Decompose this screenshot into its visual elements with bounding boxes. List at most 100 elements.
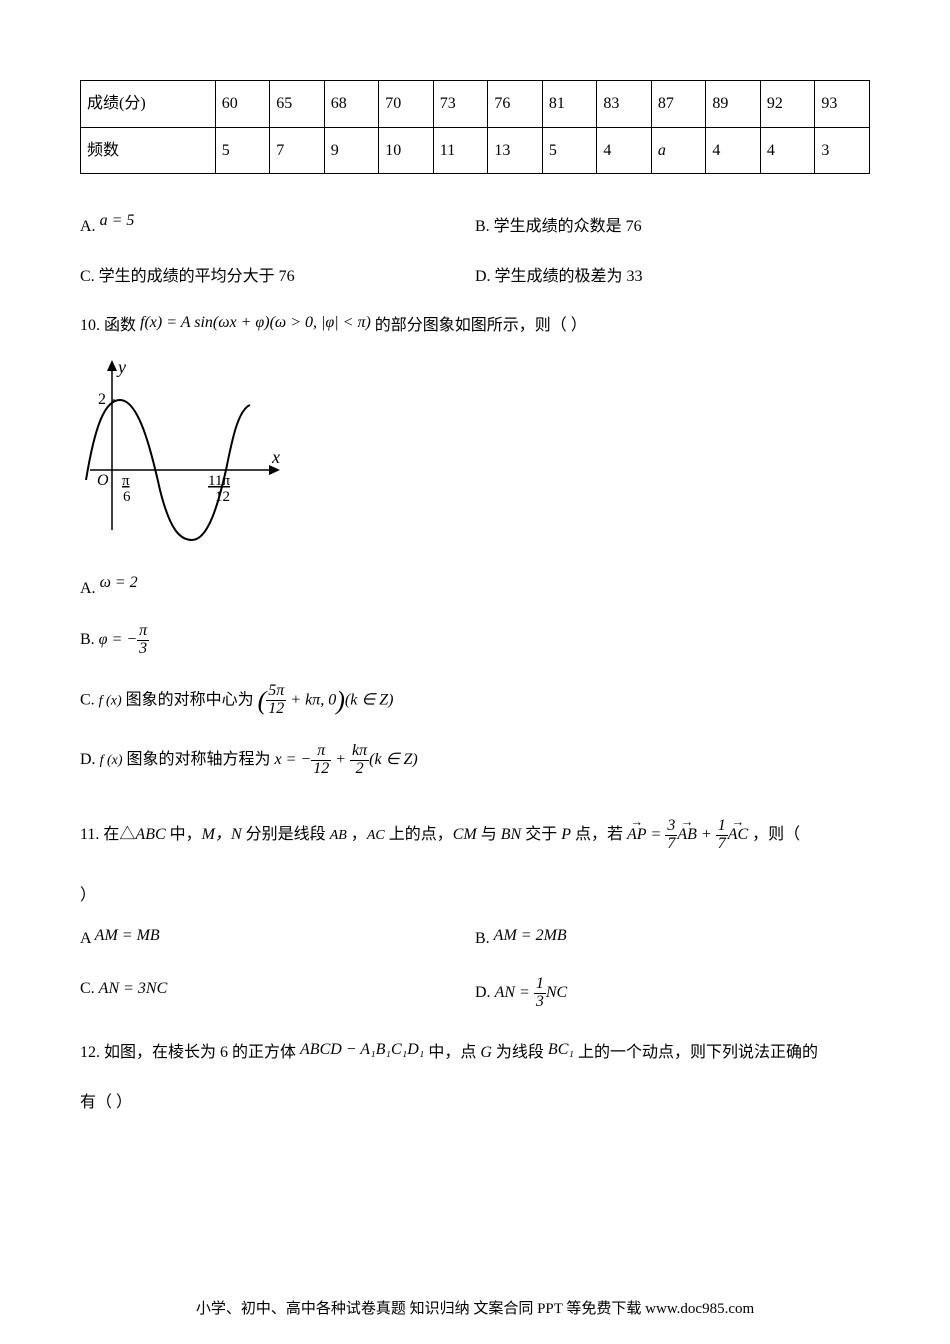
q12-m2: 为线段 (492, 1044, 548, 1061)
q12-tail: 上的一个动点，则下列说法正确的 (574, 1044, 818, 1061)
paren-left: ( (258, 686, 267, 715)
q11-mn: M，N (202, 826, 242, 843)
option-c: C. 学生的成绩的平均分大于 76 (80, 264, 475, 290)
q11-tail: ，则（ (752, 826, 800, 843)
cell: a (651, 127, 706, 174)
q11-m3: 上的点， (385, 826, 453, 843)
q11-cm: CM (453, 826, 477, 843)
frac-num: 3 (665, 818, 677, 836)
opt-frac: 5π12 (266, 683, 286, 718)
q10-suffix: 的部分图象如图所示，则（ ） (375, 317, 587, 334)
x-label: x (271, 447, 280, 467)
q11-comma: ， (347, 826, 367, 843)
opt-plus: + (331, 751, 350, 768)
col-header: 60 (215, 81, 270, 128)
q11-bn: BN (501, 826, 521, 843)
q11-frac2: 17 (716, 818, 728, 853)
score-table: 成绩(分) 60 65 68 70 73 76 81 83 87 89 92 9… (80, 80, 870, 174)
frac-num: 1 (716, 818, 728, 836)
opt-prefix: C. (80, 691, 99, 708)
opt-math: a = 5 (100, 212, 135, 229)
cell: 11 (433, 127, 488, 174)
cell: 5 (542, 127, 597, 174)
xtick2-den: 12 (215, 489, 230, 505)
q11-opt-c: C. AN = 3NC (80, 976, 475, 1011)
frac-den: 12 (311, 761, 331, 778)
opt-prefix: C. (80, 980, 99, 997)
col-header: 76 (488, 81, 543, 128)
opt-lhs: x = − (275, 751, 312, 768)
q10-math: f(x) = A sin(ωx + φ)(ω > 0, |φ| < π) (140, 314, 371, 331)
q10-prefix: 10. 函数 (80, 317, 136, 334)
q11-ap: AP (627, 822, 647, 848)
frac-den: 7 (716, 836, 728, 853)
opt-prefix: B. (80, 631, 99, 648)
cell: 4 (760, 127, 815, 174)
opt-prefix: A (80, 930, 95, 947)
page-footer: 小学、初中、高中各种试卷真题 知识归纳 文案合同 PPT 等免费下载 www.d… (0, 1297, 950, 1318)
opt-prefix: B. (475, 930, 494, 947)
opt-prefix: A. (80, 580, 100, 597)
opt-fx: f (x) (99, 693, 122, 708)
opt-tail: (k ∈ Z) (369, 751, 418, 768)
col-header: 65 (270, 81, 325, 128)
frac-num: π (311, 743, 331, 761)
q11-opt-d: D. AN = 13NC (475, 976, 870, 1011)
opt-rest: + kπ, 0 (286, 691, 336, 708)
frac-den: 3 (137, 641, 149, 658)
q10-text: 10. 函数 f(x) = A sin(ωx + φ)(ω > 0, |φ| <… (80, 313, 870, 339)
col-header: 73 (433, 81, 488, 128)
frac-den: 2 (350, 761, 369, 778)
table-question-options-row2: C. 学生的成绩的平均分大于 76 D. 学生成绩的极差为 33 (80, 264, 870, 290)
opt-rhs: NC (546, 984, 567, 1001)
q12-g: G (480, 1044, 492, 1061)
col-header: 87 (651, 81, 706, 128)
q12-bc1: BC₁ (548, 1041, 574, 1058)
opt-math: AM = MB (95, 927, 160, 944)
col-header: 成绩(分) (81, 81, 216, 128)
q10-opt-a: A. ω = 2 (80, 576, 870, 602)
y-arrow (107, 360, 117, 371)
col-header: 68 (324, 81, 379, 128)
q11-frac1: 37 (665, 818, 677, 853)
xtick2-num: 11π (208, 473, 230, 489)
origin-label: O (97, 472, 109, 489)
q11-ab: AB (330, 828, 347, 843)
frac-num: kπ (350, 743, 369, 761)
q11-m2: 分别是线段 (242, 826, 330, 843)
col-header: 92 (760, 81, 815, 128)
q10-opt-c: C. f (x) 图象的对称中心为 (5π12 + kπ, 0)(k ∈ Z) (80, 680, 870, 722)
q11-options-row1: A AM = MB B. AM = 2MB (80, 926, 870, 952)
col-header: 89 (706, 81, 761, 128)
table-header-row: 成绩(分) 60 65 68 70 73 76 81 83 87 89 92 9… (81, 81, 870, 128)
opt-tail: (k ∈ Z) (345, 691, 394, 708)
opt-frac: π3 (137, 623, 149, 658)
opt-lhs: AN = (495, 984, 534, 1001)
frac-den: 12 (266, 701, 286, 718)
q12-cube: ABCD − A₁B₁C₁D₁ (300, 1041, 424, 1058)
q11-close: ） (80, 883, 870, 909)
cell: 7 (270, 127, 325, 174)
q12-m1: 中，点 (424, 1044, 480, 1061)
option-a: A. a = 5 (80, 214, 475, 240)
opt-math: AM = 2MB (494, 927, 567, 944)
q11-eq: = (647, 826, 666, 843)
q11-m6: 点，若 (571, 826, 627, 843)
q10-opt-b: B. φ = −π3 (80, 623, 870, 658)
q11-m4: 与 (477, 826, 501, 843)
q11-options-row2: C. AN = 3NC D. AN = 13NC (80, 976, 870, 1011)
q11-m1: 中， (166, 826, 202, 843)
q11-m5: 交于 (521, 826, 561, 843)
opt-text: 图象的对称中心为 (122, 691, 254, 708)
q11-ab2: AB (677, 822, 697, 848)
frac-den: 3 (534, 994, 546, 1011)
opt-fx: f (x) (100, 753, 123, 768)
q11-ac2: AC (728, 822, 748, 848)
cell: 5 (215, 127, 270, 174)
cell: 4 (597, 127, 652, 174)
opt-math: AN = 3NC (99, 980, 168, 997)
frac-num: 1 (534, 976, 546, 994)
opt-text: 图象的对称轴方程为 (123, 751, 271, 768)
table-question-options-row1: A. a = 5 B. 学生成绩的众数是 76 (80, 214, 870, 240)
col-header: 83 (597, 81, 652, 128)
